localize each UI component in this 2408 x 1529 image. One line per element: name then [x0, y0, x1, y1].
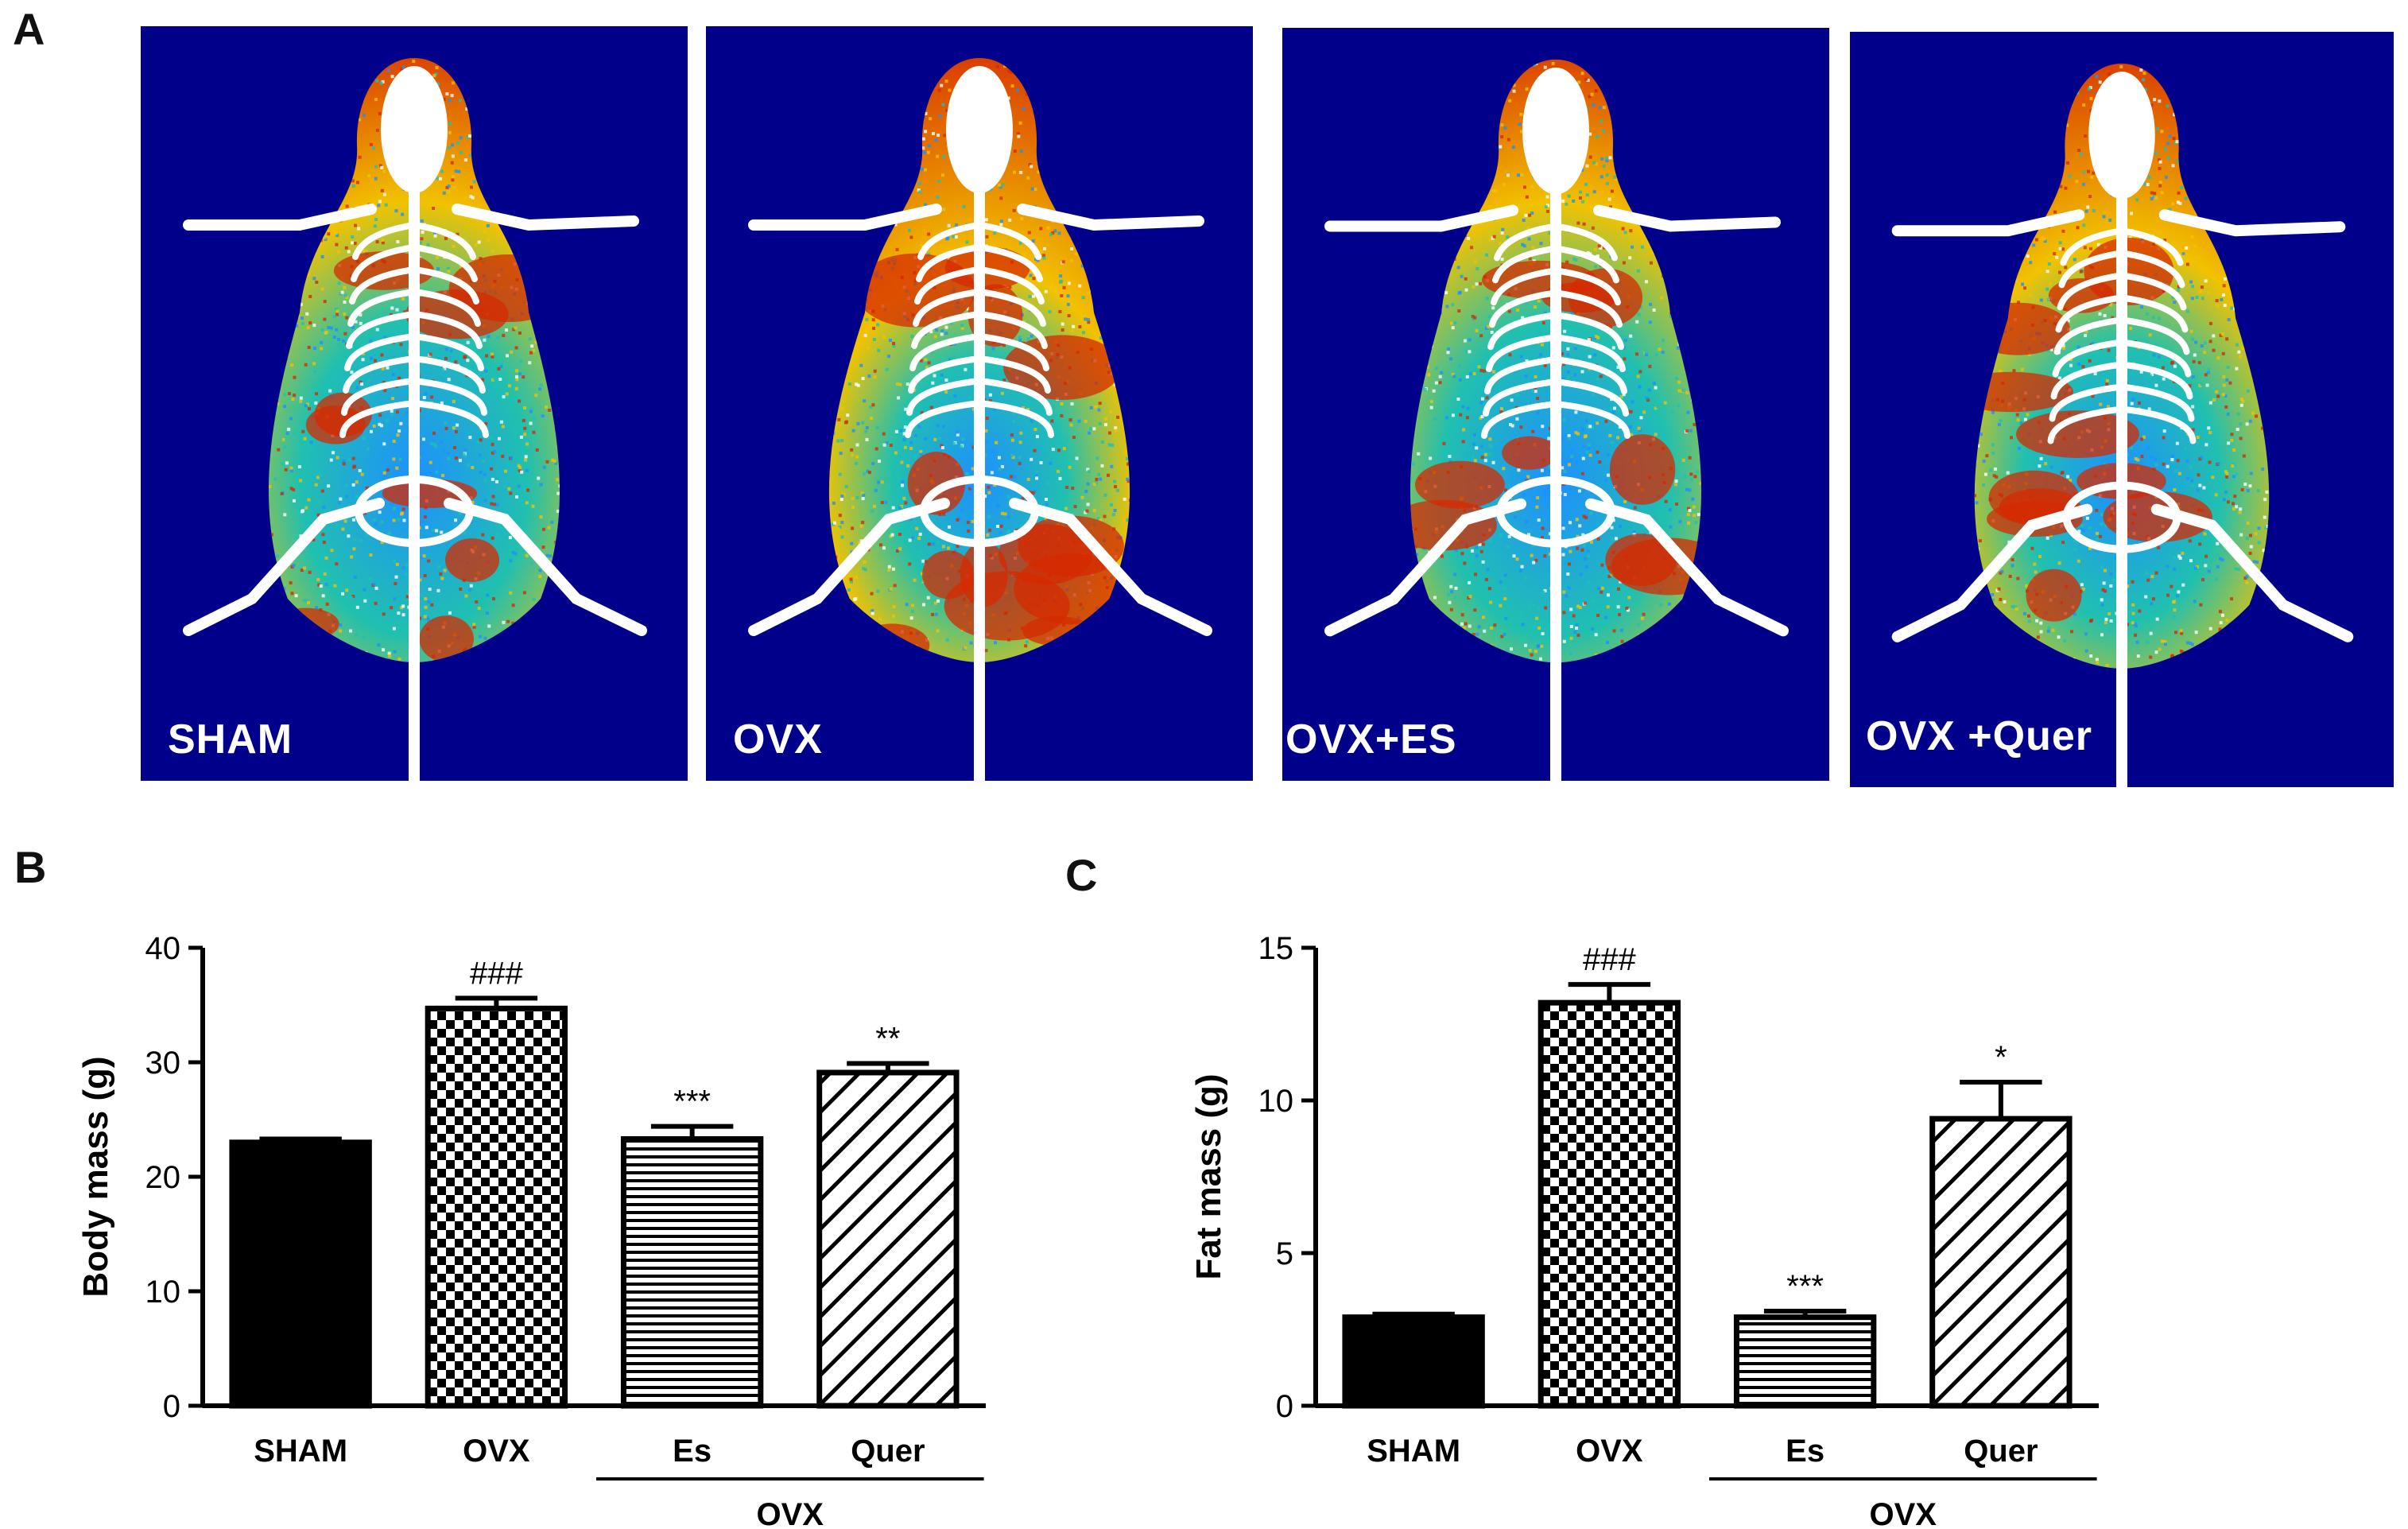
group-label: OVX	[1870, 1497, 1937, 1529]
rat-scan-image	[706, 26, 1253, 781]
y-axis-title: Body mass (g)	[76, 1056, 115, 1297]
x-tick-label: SHAM	[254, 1434, 347, 1469]
y-tick-label: 5	[1276, 1236, 1293, 1271]
scan-sham: SHAM	[141, 26, 688, 781]
x-tick-label: SHAM	[1367, 1434, 1460, 1469]
x-tick-label: Quer	[851, 1434, 925, 1469]
body-mass-chart-svg: 0 10 20 30 40 Body mass (g) SHAM ### OVX *** Es ** Q…	[0, 906, 1033, 1525]
y-tick-label: 10	[1258, 1084, 1294, 1119]
y-tick-label: 10	[145, 1275, 181, 1310]
y-tick-label: 0	[163, 1389, 180, 1424]
x-tick-label: OVX	[1576, 1434, 1643, 1469]
rat-scan-image	[141, 26, 688, 781]
bar-sham	[1345, 1318, 1482, 1406]
y-tick-label: 40	[145, 931, 181, 966]
bar-quer	[820, 1073, 956, 1406]
scan-ovx-es: OVX+ES	[1282, 28, 1829, 781]
significance-label: **	[875, 1021, 900, 1056]
rat-scan-image	[1850, 32, 2394, 787]
bar-es	[623, 1139, 760, 1406]
significance-label: ***	[1786, 1269, 1824, 1304]
bar-sham	[232, 1143, 369, 1406]
panel-a-letter: A	[13, 3, 45, 55]
scan-label: SHAM	[168, 716, 293, 763]
scan-label: OVX+ES	[1285, 716, 1457, 763]
y-tick-label: 15	[1258, 931, 1294, 966]
significance-label: ###	[470, 956, 523, 991]
scan-ovx: OVX	[706, 26, 1253, 781]
panel-b-letter: B	[14, 841, 46, 893]
scan-label: OVX +Quer	[1866, 712, 2092, 760]
x-tick-label: Es	[1786, 1434, 1824, 1469]
x-tick-label: Es	[673, 1434, 712, 1469]
rat-scan-image	[1282, 28, 1829, 781]
body-mass-chart: 0 10 20 30 40 Body mass (g) SHAM ### OVX *** Es ** Q…	[0, 906, 1033, 1525]
bar-quer	[1933, 1119, 2069, 1406]
bar-ovx	[1541, 1003, 1677, 1406]
bar-es	[1736, 1318, 1873, 1406]
panel-c-letter: C	[1065, 849, 1097, 901]
scan-label: OVX	[733, 716, 823, 763]
scan-ovx-quer: OVX +Quer	[1850, 32, 2394, 787]
y-axis-title: Fat mass (g)	[1189, 1073, 1228, 1279]
group-label: OVX	[757, 1497, 824, 1529]
bar-ovx	[428, 1008, 564, 1406]
y-tick-label: 30	[145, 1046, 181, 1081]
y-tick-label: 20	[145, 1160, 181, 1195]
x-tick-label: OVX	[463, 1434, 530, 1469]
y-tick-label: 0	[1276, 1389, 1293, 1424]
significance-label: ###	[1583, 942, 1636, 977]
x-tick-label: Quer	[1964, 1434, 2038, 1469]
significance-label: *	[1995, 1040, 2007, 1075]
significance-label: ***	[673, 1085, 711, 1120]
